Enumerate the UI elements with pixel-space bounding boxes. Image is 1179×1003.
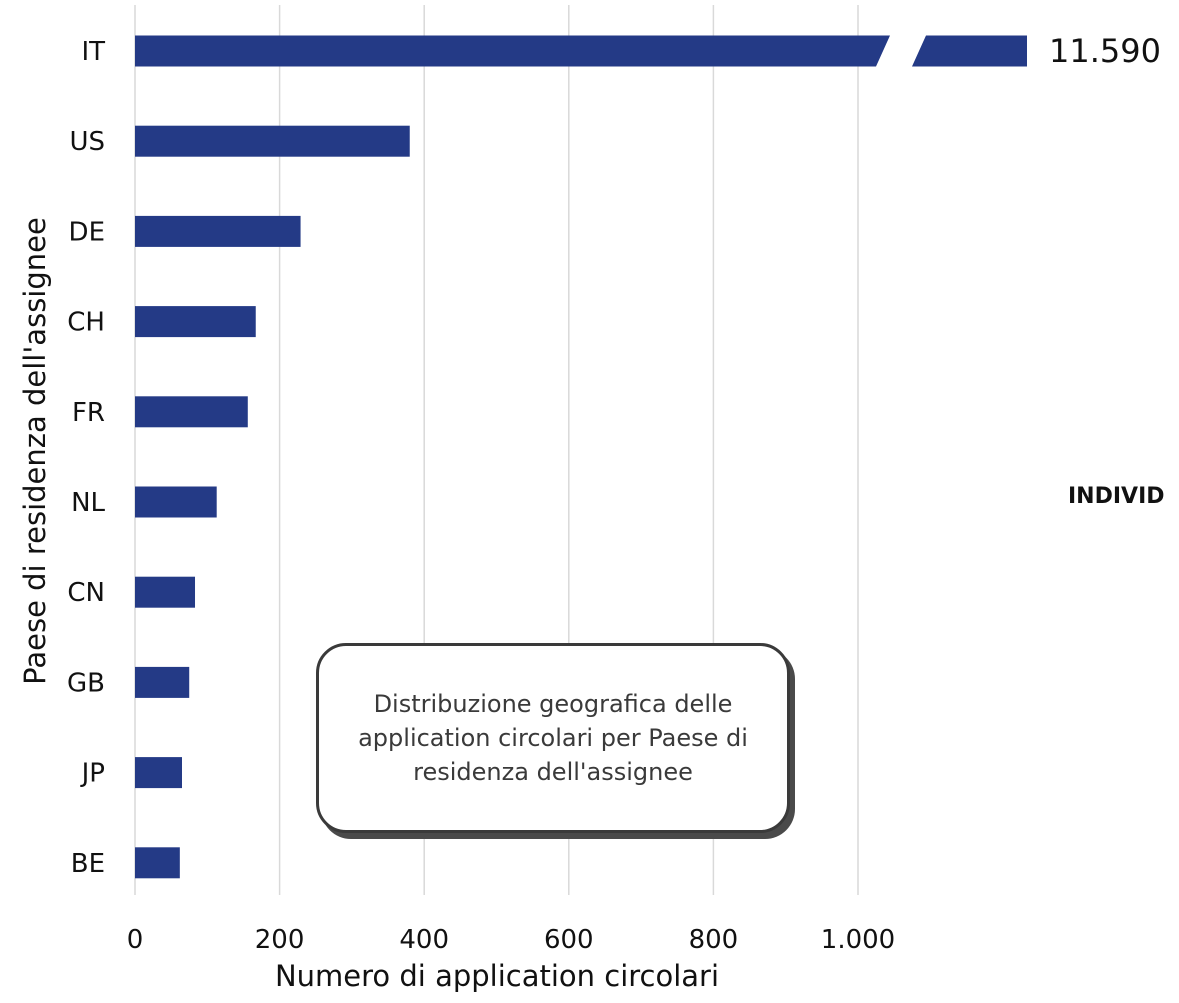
annotation-box: Distribuzione geografica delle applicati…: [316, 643, 790, 833]
bar-be: [135, 847, 180, 878]
bar-it-segment-1: [135, 36, 890, 67]
bar-ch: [135, 306, 256, 337]
category-label-nl: NL: [71, 488, 105, 518]
category-label-ch: CH: [67, 308, 105, 338]
x-tick-label: 200: [255, 925, 305, 955]
bar-jp: [135, 757, 182, 788]
x-tick-labels: 0 200 400 600 800 1.000: [127, 925, 895, 955]
bar-gb: [135, 667, 189, 698]
category-label-gb: GB: [67, 668, 105, 698]
y-axis-title: Paese di residenza dell'assignee: [18, 217, 52, 685]
x-tick-label: 800: [689, 925, 739, 955]
bar-nl: [135, 487, 217, 518]
x-axis-title: Numero di application circolari: [275, 959, 719, 993]
annotation-text: Distribuzione geografica delle applicati…: [337, 687, 769, 789]
category-label-de: DE: [69, 217, 105, 247]
bar-fr: [135, 396, 248, 427]
x-tick-label: 0: [127, 925, 144, 955]
x-tick-label: 1.000: [821, 925, 895, 955]
x-tick-label: 400: [399, 925, 449, 955]
bar-cn: [135, 577, 195, 608]
category-label-fr: FR: [72, 398, 105, 428]
bar-de: [135, 216, 301, 247]
data-label-it: 11.590: [1049, 32, 1161, 70]
category-label-it: IT: [81, 37, 105, 67]
category-labels: IT US DE CH FR NL CN GB JP BE: [67, 37, 105, 879]
category-label-be: BE: [71, 849, 105, 879]
x-tick-label: 600: [544, 925, 594, 955]
category-label-cn: CN: [67, 578, 105, 608]
bar-it-segment-2: [912, 36, 1027, 67]
bar-us: [135, 126, 410, 157]
category-label-us: US: [69, 127, 105, 157]
category-label-jp: JP: [80, 759, 105, 789]
side-label: INDIVID: [1068, 484, 1165, 509]
